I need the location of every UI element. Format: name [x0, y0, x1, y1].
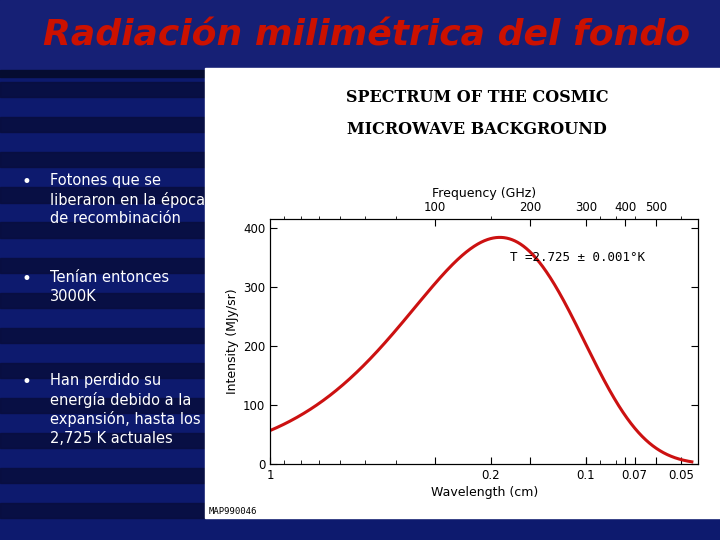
Bar: [205, 68, 720, 518]
Bar: [0, 117, 205, 132]
Text: MICROWAVE BACKGROUND: MICROWAVE BACKGROUND: [347, 122, 607, 138]
Bar: [0, 152, 205, 167]
Bar: [0, 468, 205, 483]
Bar: [0, 503, 205, 518]
X-axis label: Frequency (GHz): Frequency (GHz): [432, 187, 536, 200]
Bar: [0, 258, 205, 273]
Bar: [0, 363, 205, 378]
Text: •: •: [22, 173, 32, 191]
Text: SPECTRUM OF THE COSMIC: SPECTRUM OF THE COSMIC: [346, 89, 608, 106]
Text: Tenían entonces
3000K: Tenían entonces 3000K: [50, 270, 169, 303]
Bar: [0, 82, 205, 97]
Bar: [0, 328, 205, 343]
Text: •: •: [22, 270, 32, 288]
Bar: [0, 433, 205, 448]
Text: Han perdido su
energía debido a la
expansión, hasta los
2,725 K actuales: Han perdido su energía debido a la expan…: [50, 373, 201, 446]
Bar: [0, 0, 720, 70]
Text: •: •: [22, 373, 32, 390]
Text: Radiación milimétrica del fondo: Radiación milimétrica del fondo: [43, 18, 690, 52]
Text: T =2.725 ± 0.001°K: T =2.725 ± 0.001°K: [510, 251, 645, 264]
X-axis label: Wavelength (cm): Wavelength (cm): [431, 487, 538, 500]
Bar: [0, 70, 720, 77]
Text: MAP990046: MAP990046: [209, 507, 257, 516]
Y-axis label: Intensity (MJy/sr): Intensity (MJy/sr): [226, 289, 239, 394]
Bar: [0, 187, 205, 202]
Bar: [0, 398, 205, 413]
Text: Fotones que se
liberaron en la época
de recombinación: Fotones que se liberaron en la época de …: [50, 173, 205, 226]
Bar: [0, 222, 205, 238]
Bar: [0, 293, 205, 308]
